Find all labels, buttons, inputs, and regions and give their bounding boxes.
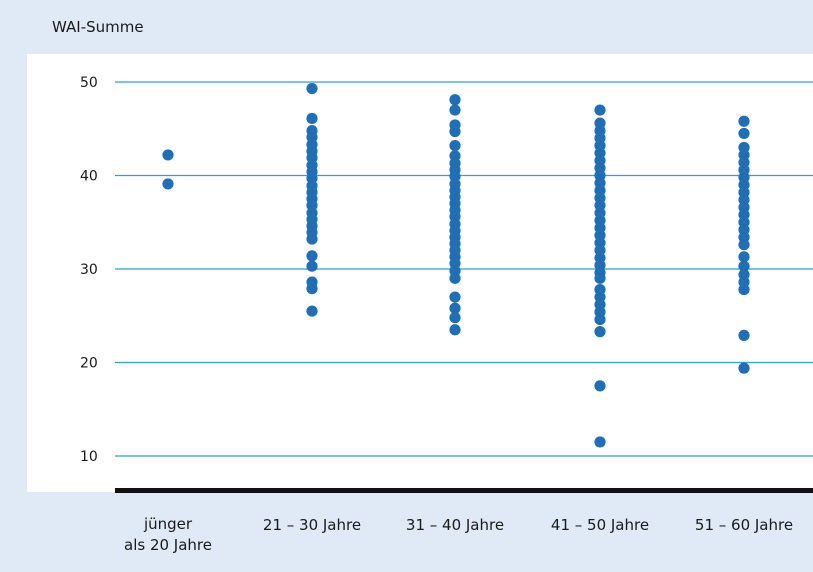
data-point-2-23: [449, 272, 461, 284]
data-point-1-0: [306, 82, 318, 95]
data-point-3-30: [594, 436, 606, 448]
data-point-4-16: [738, 251, 750, 263]
data-point-4-0: [738, 115, 750, 127]
grid-lines: [115, 81, 813, 457]
y-tick-50: 50: [80, 75, 98, 91]
header-band: [0, 0, 813, 54]
data-point-2-27: [449, 324, 461, 336]
data-point-1-19: [306, 250, 318, 262]
x-axis-baseline: [115, 488, 813, 493]
data-points: [162, 82, 750, 448]
y-axis-label: WAI-Summe: [52, 18, 144, 36]
data-point-1-18: [306, 233, 318, 245]
data-point-1-20: [306, 260, 318, 272]
data-point-1-23: [306, 305, 318, 317]
data-point-4-1: [738, 127, 750, 140]
left-band: [0, 0, 27, 572]
data-point-4-22: [738, 362, 750, 374]
data-point-0-1: [162, 178, 174, 190]
data-point-2-0: [449, 94, 461, 106]
data-point-3-27: [594, 313, 606, 326]
data-point-2-25: [449, 302, 461, 314]
y-tick-20: 20: [80, 356, 98, 372]
data-point-1-22: [306, 283, 318, 295]
y-tick-40: 40: [80, 169, 98, 185]
data-point-4-20: [738, 283, 750, 296]
data-point-3-0: [594, 104, 606, 116]
data-point-4-17: [738, 260, 750, 272]
plot-area: [27, 54, 813, 492]
data-point-2-3: [449, 125, 461, 138]
category-label-0-0: jünger: [143, 515, 193, 533]
data-point-3-29: [594, 380, 606, 392]
data-point-2-4: [449, 139, 461, 152]
data-point-4-15: [738, 239, 750, 251]
category-label-3-0: 41 – 50 Jahre: [551, 516, 649, 534]
data-point-0-0: [162, 149, 174, 161]
bottom-band: [0, 492, 813, 572]
data-point-2-1: [449, 104, 461, 116]
data-point-3-28: [594, 326, 606, 338]
data-point-4-21: [738, 329, 750, 341]
category-label-4-0: 51 – 60 Jahre: [695, 516, 793, 534]
data-point-2-24: [449, 291, 461, 303]
category-label-2-0: 31 – 40 Jahre: [406, 516, 504, 534]
y-tick-10: 10: [80, 449, 98, 465]
category-labels: jünger als 20 Jahre 21 – 30 Jahre 31 – 40 J…: [124, 515, 793, 554]
category-label-0-1: als 20 Jahre: [124, 536, 212, 554]
data-point-1-1: [306, 112, 318, 125]
data-point-2-26: [449, 312, 461, 324]
y-tick-labels: 10 20 30 40 50: [80, 75, 98, 465]
y-tick-30: 30: [80, 262, 98, 278]
category-label-1-0: 21 – 30 Jahre: [263, 516, 361, 534]
data-point-3-22: [594, 272, 606, 284]
